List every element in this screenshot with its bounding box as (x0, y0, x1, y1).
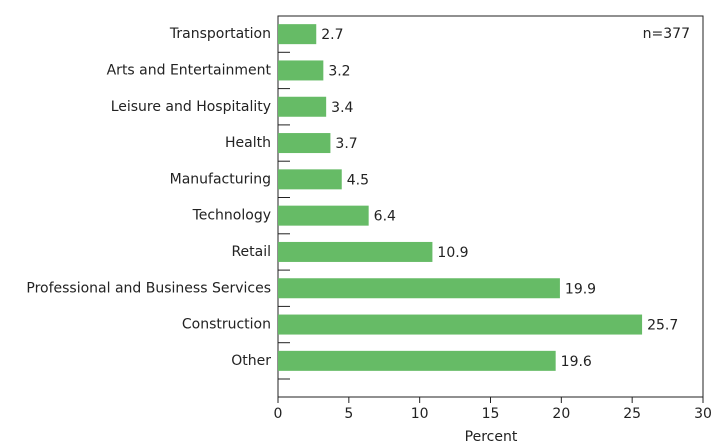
y-tick-label: Arts and Entertainment (107, 62, 272, 78)
bar (278, 169, 342, 190)
y-tick-label: Retail (231, 244, 271, 260)
bar (278, 24, 317, 45)
y-tick-label: Transportation (169, 26, 271, 42)
x-tick-label: 5 (344, 406, 353, 422)
value-label: 19.6 (561, 354, 592, 370)
bar (278, 205, 369, 226)
bar (278, 96, 327, 117)
value-label: 19.9 (565, 281, 596, 297)
bar (278, 314, 643, 335)
value-label: 6.4 (374, 209, 396, 225)
x-tick-label: 30 (694, 406, 712, 422)
value-label: 3.2 (328, 63, 350, 79)
bar (278, 350, 556, 371)
y-tick-label: Construction (182, 317, 271, 333)
value-label: 4.5 (347, 172, 369, 188)
y-tick-label: Other (231, 353, 271, 369)
bar (278, 241, 433, 262)
y-tick-label: Professional and Business Services (26, 280, 271, 296)
x-tick-label: 15 (482, 406, 500, 422)
x-axis-label: Percent (465, 429, 518, 445)
y-tick-label: Manufacturing (170, 171, 271, 187)
value-label: 3.7 (335, 136, 357, 152)
y-tick-label: Technology (192, 208, 271, 224)
bar (278, 278, 560, 299)
bar (278, 60, 324, 81)
annotation: n=377 (643, 26, 690, 42)
value-label: 10.9 (437, 245, 468, 261)
x-tick-label: 10 (411, 406, 429, 422)
value-label: 25.7 (647, 318, 678, 334)
value-label: 3.4 (331, 100, 353, 116)
x-tick-label: 0 (274, 406, 283, 422)
y-tick-label: Health (225, 135, 271, 151)
x-tick-label: 25 (623, 406, 641, 422)
y-tick-label: Leisure and Hospitality (111, 99, 271, 115)
bar (278, 133, 331, 154)
x-tick-label: 20 (552, 406, 570, 422)
value-label: 2.7 (321, 27, 343, 43)
